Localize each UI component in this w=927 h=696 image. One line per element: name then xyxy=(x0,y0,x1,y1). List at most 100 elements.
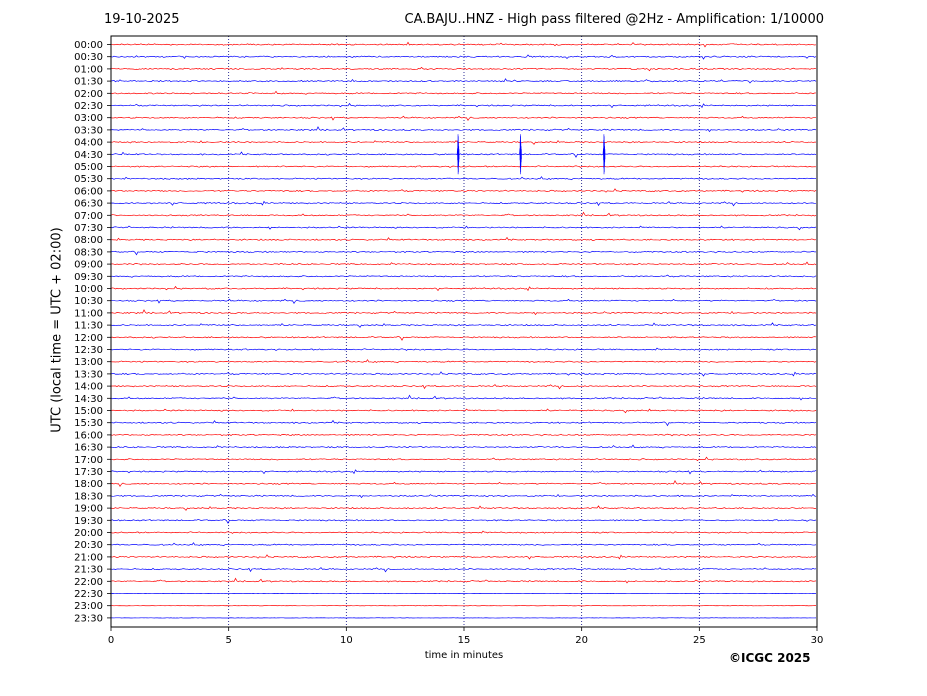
trace-0400 xyxy=(110,140,817,145)
trace-1400 xyxy=(110,384,817,390)
trace-2200 xyxy=(110,577,817,584)
y-tick-label: 03:00 xyxy=(74,113,103,124)
trace-1430 xyxy=(110,394,817,401)
y-tick-label: 08:30 xyxy=(74,247,103,258)
y-tick-label: 13:30 xyxy=(74,369,103,380)
y-tick-label: 14:00 xyxy=(74,382,103,393)
trace-0300 xyxy=(110,115,816,121)
y-tick-label: 02:00 xyxy=(74,89,103,100)
trace-1600 xyxy=(110,433,817,437)
y-tick-label: 09:00 xyxy=(74,260,103,271)
y-tick-label: 01:00 xyxy=(74,64,103,75)
y-tick-label: 14:30 xyxy=(74,394,103,405)
trace-2030 xyxy=(110,542,817,547)
y-tick-label: 05:00 xyxy=(74,162,103,173)
copyright-label: ©ICGC 2025 xyxy=(729,651,811,665)
trace-2000 xyxy=(110,530,817,534)
trace-0330 xyxy=(110,126,817,133)
trace-0000 xyxy=(110,41,817,48)
trace-0730 xyxy=(110,225,817,231)
trace-0530 xyxy=(110,176,817,181)
y-tick-label: 22:00 xyxy=(74,577,103,588)
y-tick-label: 01:30 xyxy=(74,77,103,88)
y-tick-label: 23:00 xyxy=(74,601,103,612)
event-spike xyxy=(519,134,522,175)
y-tick-label: 04:30 xyxy=(74,150,103,161)
y-tick-label: 07:30 xyxy=(74,223,103,234)
x-tick-label: 15 xyxy=(458,635,471,646)
trace-1100 xyxy=(110,309,817,316)
trace-0930 xyxy=(110,274,817,278)
y-tick-label: 00:30 xyxy=(74,52,103,63)
y-tick-label: 16:00 xyxy=(74,430,103,441)
trace-2100 xyxy=(110,554,817,560)
x-tick-label: 5 xyxy=(225,635,231,646)
y-tick-label: 15:00 xyxy=(74,406,103,417)
trace-0500 xyxy=(110,165,817,168)
trace-0700 xyxy=(110,211,817,217)
trace-1730 xyxy=(110,469,817,475)
y-tick-label: 00:00 xyxy=(74,40,103,51)
y-tick-label: 12:00 xyxy=(74,333,103,344)
trace-1930 xyxy=(110,519,817,524)
trace-0830 xyxy=(110,250,817,256)
y-tick-label: 23:30 xyxy=(74,613,103,624)
y-tick-label: 06:00 xyxy=(74,186,103,197)
y-tick-label: 19:00 xyxy=(74,504,103,515)
trace-1830 xyxy=(110,493,817,499)
y-tick-label: 08:00 xyxy=(74,235,103,246)
trace-1500 xyxy=(110,408,817,414)
trace-0900 xyxy=(110,261,817,266)
trace-1700 xyxy=(110,456,817,462)
event-spike xyxy=(456,134,460,175)
trace-2130 xyxy=(110,567,817,573)
y-tick-label: 13:00 xyxy=(74,357,103,368)
trace-1900 xyxy=(110,505,817,511)
y-tick-label: 20:00 xyxy=(74,528,103,539)
trace-1800 xyxy=(110,479,817,487)
trace-0030 xyxy=(110,54,817,60)
y-tick-label: 21:00 xyxy=(74,552,103,563)
y-tick-label: 22:30 xyxy=(74,589,103,600)
trace-1000 xyxy=(110,285,817,292)
trace-0800 xyxy=(110,236,817,242)
trace-1200 xyxy=(110,336,817,341)
trace-0200 xyxy=(110,90,817,95)
trace-1530 xyxy=(110,419,817,427)
y-tick-label: 02:30 xyxy=(74,101,103,112)
y-tick-label: 04:00 xyxy=(74,138,103,149)
trace-1300 xyxy=(110,359,817,364)
trace-0130 xyxy=(110,78,817,84)
y-tick-label: 17:30 xyxy=(74,467,103,478)
chart-title: CA.BAJU..HNZ - High pass filtered @2Hz -… xyxy=(404,12,825,27)
trace-1630 xyxy=(110,444,817,449)
y-tick-label: 07:00 xyxy=(74,211,103,222)
x-tick-label: 30 xyxy=(811,635,824,646)
y-tick-label: 18:30 xyxy=(74,491,103,502)
trace-0630 xyxy=(110,200,817,207)
y-tick-label: 11:30 xyxy=(74,321,103,332)
y-tick-label: 03:30 xyxy=(74,125,103,136)
date-label: 19-10-2025 xyxy=(104,12,180,27)
trace-1230 xyxy=(110,347,817,351)
y-tick-label: 05:30 xyxy=(74,174,103,185)
y-tick-label: 06:30 xyxy=(74,199,103,210)
plot-frame xyxy=(110,35,818,628)
trace-0100 xyxy=(110,66,817,72)
trace-0230 xyxy=(110,102,817,109)
y-tick-label: 16:30 xyxy=(74,443,103,454)
x-axis-label: time in minutes xyxy=(424,650,504,661)
trace-0600 xyxy=(110,188,817,193)
x-tick-label: 0 xyxy=(108,635,114,646)
trace-1130 xyxy=(110,322,817,328)
x-tick-label: 10 xyxy=(340,635,353,646)
y-tick-label: 10:30 xyxy=(74,296,103,307)
y-tick-label: 18:00 xyxy=(74,479,103,490)
y-tick-label: 17:00 xyxy=(74,455,103,466)
y-tick-label: 21:30 xyxy=(74,565,103,576)
y-tick-label: 15:30 xyxy=(74,418,103,429)
x-tick-label: 20 xyxy=(575,635,588,646)
trace-0430 xyxy=(110,151,817,158)
x-tick-label: 25 xyxy=(693,635,706,646)
